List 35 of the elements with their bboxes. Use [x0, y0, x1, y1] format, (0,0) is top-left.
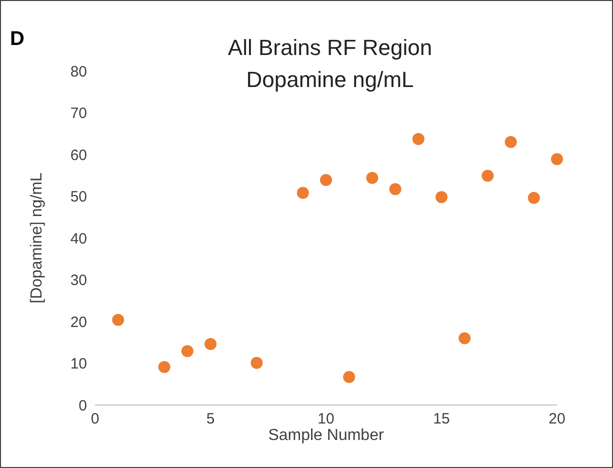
y-tick-label: 10: [70, 356, 87, 373]
y-tick-label: 40: [70, 230, 87, 248]
point: [528, 192, 540, 204]
point: [551, 153, 563, 166]
y-tick-label: 70: [70, 105, 87, 122]
point: [204, 338, 216, 350]
y-tick-label: 0: [78, 397, 87, 414]
y-tick-label: 20: [70, 314, 87, 331]
y-axis-title: [Dopamine] ng/mL: [28, 172, 46, 304]
point: [412, 133, 424, 146]
y-tick-label: 80: [70, 63, 87, 80]
point: [366, 172, 378, 184]
x-tick-label: 5: [206, 410, 215, 428]
x-tick-label: 15: [433, 410, 450, 428]
point: [320, 174, 332, 186]
x-axis-title: Sample Number: [268, 427, 384, 444]
point: [482, 170, 494, 182]
point: [458, 332, 471, 344]
x-tick-label: 10: [318, 410, 334, 428]
point: [181, 345, 194, 358]
point: [504, 136, 517, 148]
point: [296, 186, 309, 199]
point: [343, 371, 356, 384]
point: [250, 356, 263, 369]
point: [436, 191, 448, 204]
point: [112, 314, 124, 326]
point: [389, 183, 402, 196]
y-tick-label: 50: [70, 188, 87, 206]
x-tick-label: 20: [548, 410, 566, 428]
x-tick-label: 0: [90, 410, 100, 428]
chart-title: All Brains RF Region Dopamine ng/mL: [226, 34, 434, 94]
y-tick-label: 30: [70, 272, 87, 290]
point: [158, 361, 170, 374]
y-tick-label: 60: [70, 146, 87, 164]
text: D: [10, 28, 24, 51]
